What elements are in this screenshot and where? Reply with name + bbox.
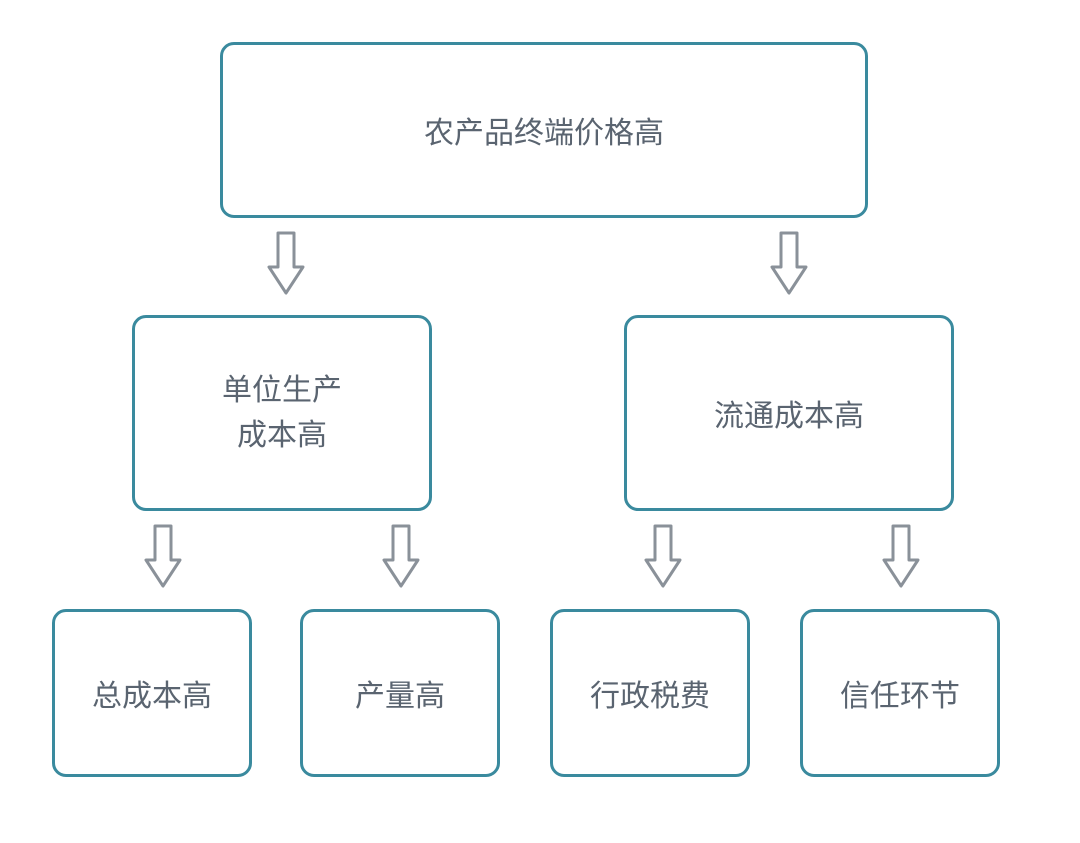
flowchart-node-root: 农产品终端价格高 bbox=[220, 42, 868, 218]
node-label: 行政税费 bbox=[590, 671, 710, 715]
node-label: 产量高 bbox=[355, 671, 445, 715]
node-label: 信任环节 bbox=[840, 671, 960, 715]
node-label-multiline: 单位生产 成本高 bbox=[222, 368, 342, 458]
arrow-down-icon bbox=[882, 524, 920, 588]
node-label-line1: 单位生产 bbox=[222, 368, 342, 413]
arrow-down-icon bbox=[144, 524, 182, 588]
flowchart-node-yield: 产量高 bbox=[300, 609, 500, 777]
arrow-down-icon bbox=[382, 524, 420, 588]
arrow-down-icon bbox=[644, 524, 682, 588]
flowchart-node-circulation-cost: 流通成本高 bbox=[624, 315, 954, 511]
arrow-down-icon bbox=[267, 231, 305, 295]
flowchart-node-total-cost: 总成本高 bbox=[52, 609, 252, 777]
arrow-down-icon bbox=[770, 231, 808, 295]
flowchart-node-trust: 信任环节 bbox=[800, 609, 1000, 777]
flowchart-node-tax: 行政税费 bbox=[550, 609, 750, 777]
node-label: 流通成本高 bbox=[714, 391, 864, 435]
node-label: 总成本高 bbox=[92, 671, 212, 715]
flowchart-node-production-cost: 单位生产 成本高 bbox=[132, 315, 432, 511]
node-label-line2: 成本高 bbox=[222, 413, 342, 458]
node-label: 农产品终端价格高 bbox=[424, 108, 664, 152]
